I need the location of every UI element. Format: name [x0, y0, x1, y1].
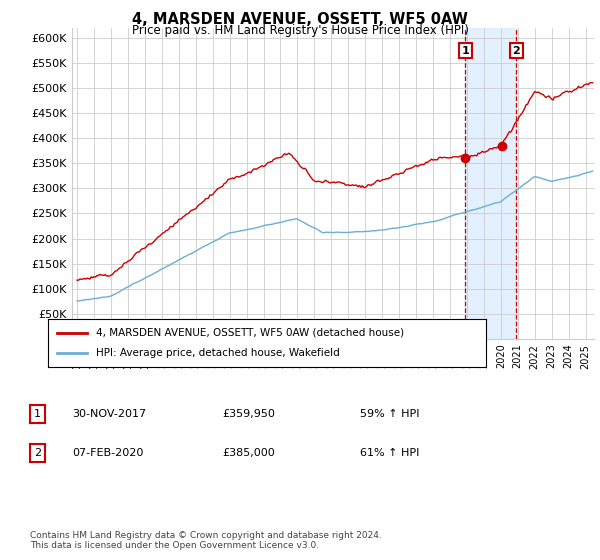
Text: 61% ↑ HPI: 61% ↑ HPI — [360, 448, 419, 458]
Text: HPI: Average price, detached house, Wakefield: HPI: Average price, detached house, Wake… — [96, 348, 340, 358]
Text: 59% ↑ HPI: 59% ↑ HPI — [360, 409, 419, 419]
Text: Price paid vs. HM Land Registry's House Price Index (HPI): Price paid vs. HM Land Registry's House … — [131, 24, 469, 36]
Text: Contains HM Land Registry data © Crown copyright and database right 2024.
This d: Contains HM Land Registry data © Crown c… — [30, 530, 382, 550]
Text: 2: 2 — [34, 448, 41, 458]
Text: 1: 1 — [34, 409, 41, 419]
Text: 4, MARSDEN AVENUE, OSSETT, WF5 0AW (detached house): 4, MARSDEN AVENUE, OSSETT, WF5 0AW (deta… — [96, 328, 404, 338]
Text: 4, MARSDEN AVENUE, OSSETT, WF5 0AW: 4, MARSDEN AVENUE, OSSETT, WF5 0AW — [132, 12, 468, 27]
Text: 2: 2 — [512, 45, 520, 55]
Text: £359,950: £359,950 — [222, 409, 275, 419]
Text: 07-FEB-2020: 07-FEB-2020 — [72, 448, 143, 458]
Text: 30-NOV-2017: 30-NOV-2017 — [72, 409, 146, 419]
Text: 1: 1 — [461, 45, 469, 55]
Text: £385,000: £385,000 — [222, 448, 275, 458]
Bar — [466, 28, 517, 339]
